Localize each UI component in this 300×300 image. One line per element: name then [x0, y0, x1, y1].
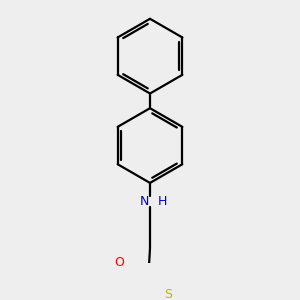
Text: N: N — [140, 195, 149, 208]
Text: S: S — [164, 288, 172, 300]
Text: H: H — [157, 195, 167, 208]
Text: O: O — [114, 256, 124, 269]
